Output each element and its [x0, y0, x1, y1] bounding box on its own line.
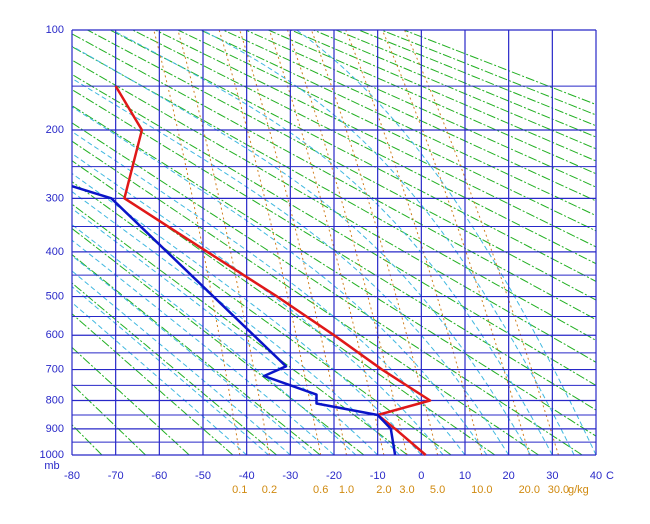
x-tick-label: -40 — [239, 470, 255, 482]
sounding-line — [114, 85, 432, 456]
dry-adiabat — [313, 30, 596, 150]
mixing-ratio-label: 0.6 — [313, 484, 328, 496]
x-tick-label: -50 — [195, 470, 211, 482]
x-tick-label: -60 — [151, 470, 167, 482]
y-tick-label: 100 — [46, 24, 64, 36]
dry-adiabat — [72, 105, 596, 437]
mixing-ratio-label: 5.0 — [430, 484, 445, 496]
dry-adiabat — [72, 203, 408, 455]
dry-adiabat — [72, 140, 539, 455]
mixing-ratio-line — [404, 30, 559, 455]
mixing-ratio-line — [268, 30, 385, 455]
sounding-line — [71, 185, 397, 456]
mixing-ratio-label: 0.2 — [262, 484, 277, 496]
mixing-ratio-line — [153, 30, 241, 455]
x-tick-label: 30 — [546, 470, 558, 482]
dry-adiabat — [335, 30, 596, 138]
dry-adiabat — [72, 33, 596, 321]
dry-adiabat — [222, 30, 596, 202]
mixing-ratio-label: 3.0 — [399, 484, 414, 496]
dry-adiabat — [200, 30, 596, 217]
x-unit: C — [606, 470, 614, 482]
dry-adiabat — [403, 30, 596, 106]
mixing-ratio-line — [239, 30, 347, 455]
mixing-ratio-label: 20.0 — [519, 484, 540, 496]
x-tick-label: -10 — [370, 470, 386, 482]
x-tick-label: -70 — [108, 470, 124, 482]
dry-adiabat — [72, 424, 103, 455]
dry-adiabat — [72, 181, 452, 455]
y-tick-label: 1000 — [40, 449, 64, 461]
moist-adiabat — [72, 153, 444, 455]
moist-adiabat — [72, 301, 248, 455]
moist-adiabat — [72, 77, 510, 455]
mixing-ratio-label: 1.0 — [339, 484, 354, 496]
dry-adiabat — [72, 59, 596, 363]
y-tick-label: 500 — [46, 290, 64, 302]
mixing-ratio-unit: g/kg — [568, 484, 589, 496]
x-tick-label: -20 — [326, 470, 342, 482]
x-tick-label: 0 — [418, 470, 424, 482]
dry-adiabat — [72, 46, 596, 341]
y-tick-label: 600 — [46, 329, 64, 341]
dry-adiabat — [72, 122, 583, 455]
dry-adiabat — [268, 30, 596, 175]
mixing-ratio-label: 30.0 — [548, 484, 569, 496]
mixing-ratio-line — [310, 30, 439, 455]
y-tick-label: 800 — [46, 394, 64, 406]
y-tick-label: 200 — [46, 124, 64, 136]
x-tick-label: 40 — [590, 470, 602, 482]
dry-adiabat — [358, 30, 596, 127]
x-tick-label: 10 — [459, 470, 471, 482]
y-tick-label: 900 — [46, 423, 64, 435]
moist-adiabat — [296, 30, 596, 455]
dry-adiabat — [72, 383, 146, 455]
x-tick-label: -30 — [282, 470, 298, 482]
moist-adiabat — [72, 224, 357, 455]
mixing-ratio-line — [381, 30, 530, 455]
y-tick-label: 400 — [46, 246, 64, 258]
mixing-ratio-label: 0.1 — [232, 484, 247, 496]
y-tick-label: 300 — [46, 192, 64, 204]
mixing-ratio-label: 10.0 — [471, 484, 492, 496]
moist-adiabat — [72, 172, 422, 455]
x-tick-label: -80 — [64, 470, 80, 482]
x-tick-label: 20 — [503, 470, 515, 482]
y-unit: mb — [44, 460, 59, 472]
mixing-ratio-label: 2.0 — [376, 484, 391, 496]
y-tick-label: 700 — [46, 363, 64, 375]
